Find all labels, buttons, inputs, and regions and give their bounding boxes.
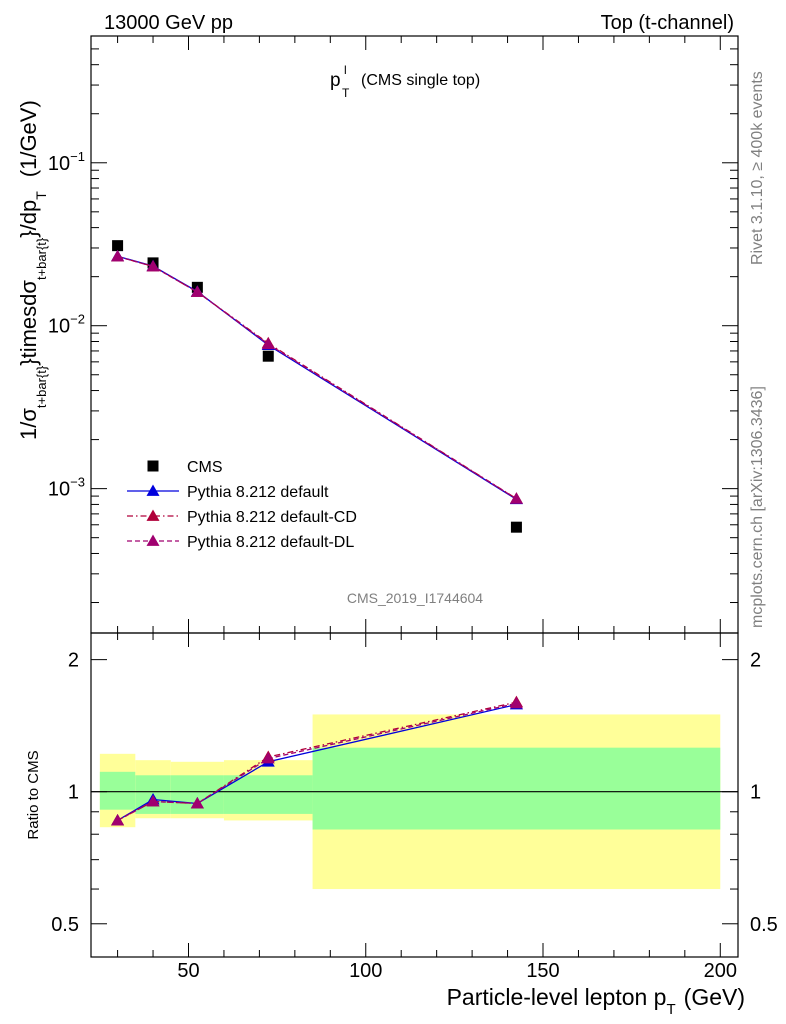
legend-marker-3 [146, 534, 160, 546]
plot-title-detail: (CMS single top) [361, 72, 480, 89]
main-y-tick-labels: 10−1 10−2 10−3 [48, 149, 85, 501]
legend-label-1: Pythia 8.212 default [187, 484, 329, 501]
ratio-y-tick-label-right: 2 [750, 650, 761, 672]
series-3-point [146, 259, 160, 272]
x-tick-label: 100 [349, 960, 382, 982]
ratio-series-2-point [261, 752, 275, 764]
main-axis-ticks [91, 36, 738, 633]
series-3-point [509, 492, 523, 504]
legend: CMS Pythia 8.212 default Pythia 8.212 defa… [127, 459, 357, 551]
series-3-point [190, 285, 204, 297]
series-3-point [261, 337, 275, 350]
ratio-inner-band-4 [312, 747, 721, 830]
series-line-1 [117, 255, 517, 500]
ratio-series-2-point [146, 794, 160, 807]
x-tick-label: 200 [704, 960, 737, 982]
svg-text:1/σt+bar{t}}timesdσt+bar{t}}/d: 1/σt+bar{t}}timesdσt+bar{t}}/dpT(1/GeV) [16, 100, 49, 440]
ratio-inner-band-3 [223, 775, 313, 814]
main-y-axis-label: 1/σt+bar{t}}timesdσt+bar{t}}/dpT(1/GeV) [16, 100, 49, 440]
ratio-series-2-point [190, 796, 204, 809]
legend-label-3: Pythia 8.212 default-DL [187, 534, 354, 551]
ratio-tick-labels: 0.5 0.5 1 1 2 2 50 100 150 200 [51, 650, 778, 982]
x-axis-label: Particle-level lepton pT (GeV) [447, 984, 745, 1018]
main-y-tick-label: 10−1 [48, 149, 85, 175]
ratio-y-tick-label-left: 0.5 [51, 914, 79, 936]
cms-data-point [262, 350, 274, 362]
ratio-y-tick-label-left: 1 [68, 782, 79, 804]
plot-title-subscript: T [342, 86, 350, 100]
ratio-y-tick-label-right: 0.5 [750, 914, 778, 936]
mcplots-reference-label: mcplots.cern.ch [arXiv:1306.3436] [749, 386, 766, 628]
x-tick-label: 50 [177, 960, 199, 982]
header-process: Top (t-channel) [601, 12, 734, 34]
analysis-id-watermark: CMS_2019_I1744604 [347, 590, 483, 606]
header-energy: 13000 GeV pp [104, 12, 233, 34]
ratio-series-2-point [509, 696, 523, 709]
ratio-y-tick-label-left: 2 [68, 650, 79, 672]
main-panel: 10−1 10−2 10−3 p l T (CMS single top) CMS_… [16, 35, 739, 634]
ratio-panel: 0.5 0.5 1 1 2 2 50 100 150 200 Ratio to CMS Parti… [25, 632, 778, 1018]
ratio-inner-band-0 [99, 771, 136, 810]
plot-title: p [330, 70, 341, 91]
legend-marker-1 [146, 484, 160, 496]
ratio-uncertainty-bands [99, 714, 721, 890]
series-3-point [111, 249, 125, 262]
main-series-group [111, 240, 523, 533]
legend-label-0: CMS [187, 459, 223, 476]
legend-marker-2 [146, 509, 160, 521]
ratio-axis-ticks [91, 633, 738, 957]
ratio-series-2-point [111, 813, 125, 826]
legend-label-2: Pythia 8.212 default-CD [187, 509, 357, 526]
cms-data-point [510, 521, 522, 533]
rivet-version-label: Rivet 3.1.10, ≥ 400k events [749, 71, 766, 265]
series-line-3 [117, 255, 517, 500]
x-tick-label: 150 [526, 960, 559, 982]
ratio-y-tick-label-right: 1 [750, 782, 761, 804]
cms-data-point [112, 240, 124, 252]
main-y-tick-label: 10−2 [48, 312, 85, 338]
ratio-plot-frame [90, 632, 739, 958]
legend-marker-cms [147, 460, 159, 472]
ratio-y-axis-label: Ratio to CMS [25, 750, 42, 839]
main-y-tick-label: 10−3 [48, 475, 85, 501]
plot-title-superscript: l [344, 63, 347, 77]
ratio-series-group [111, 695, 523, 826]
